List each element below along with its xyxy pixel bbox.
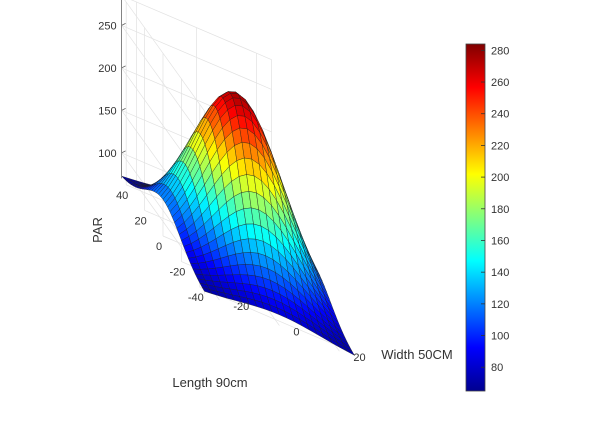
- colorbar-tick-label: 220: [491, 140, 509, 152]
- y-tick-label: 20: [353, 352, 365, 364]
- z-tick-label: 200: [98, 63, 116, 75]
- x-tick-label: 40: [116, 190, 128, 202]
- z-axis-label: PAR: [90, 217, 105, 243]
- colorbar-tick-label: 180: [491, 204, 509, 216]
- y-tick-label: 0: [293, 327, 299, 339]
- z-tick-label: 250: [98, 20, 116, 32]
- colorbar-tick-label: 200: [491, 172, 509, 184]
- colorbar: 80 100 120 140 160 180 200 220 240 260 280: [465, 43, 509, 392]
- y-axis-label: Width 50CM: [381, 347, 453, 362]
- x-tick-label: -40: [188, 292, 204, 304]
- surface-mesh: [121, 91, 355, 356]
- colorbar-tick-label: 240: [491, 109, 509, 121]
- colorbar-tick-label: 280: [491, 45, 509, 57]
- colorbar-ticks: 80 100 120 140 160 180 200 220 240 260 280: [481, 45, 509, 374]
- colorbar-tick-label: 100: [491, 331, 509, 343]
- z-tick-label: 100: [98, 148, 116, 160]
- colorbar-tick-label: 160: [491, 235, 509, 247]
- surface-patch: [344, 346, 355, 356]
- colorbar-tick-label: 260: [491, 77, 509, 89]
- colorbar-tick-label: 120: [491, 299, 509, 311]
- x-tick-label: 20: [134, 215, 146, 227]
- y-tick-label: -20: [233, 301, 249, 313]
- colorbar-tick-label: 80: [491, 362, 503, 374]
- colorbar-gradient: [465, 43, 486, 392]
- x-axis-label: Length 90cm: [172, 375, 247, 390]
- z-tick-label: 150: [98, 105, 116, 117]
- colorbar-tick-label: 140: [491, 267, 509, 279]
- x-tick-label: -20: [169, 267, 185, 279]
- x-tick-label: 0: [156, 241, 162, 253]
